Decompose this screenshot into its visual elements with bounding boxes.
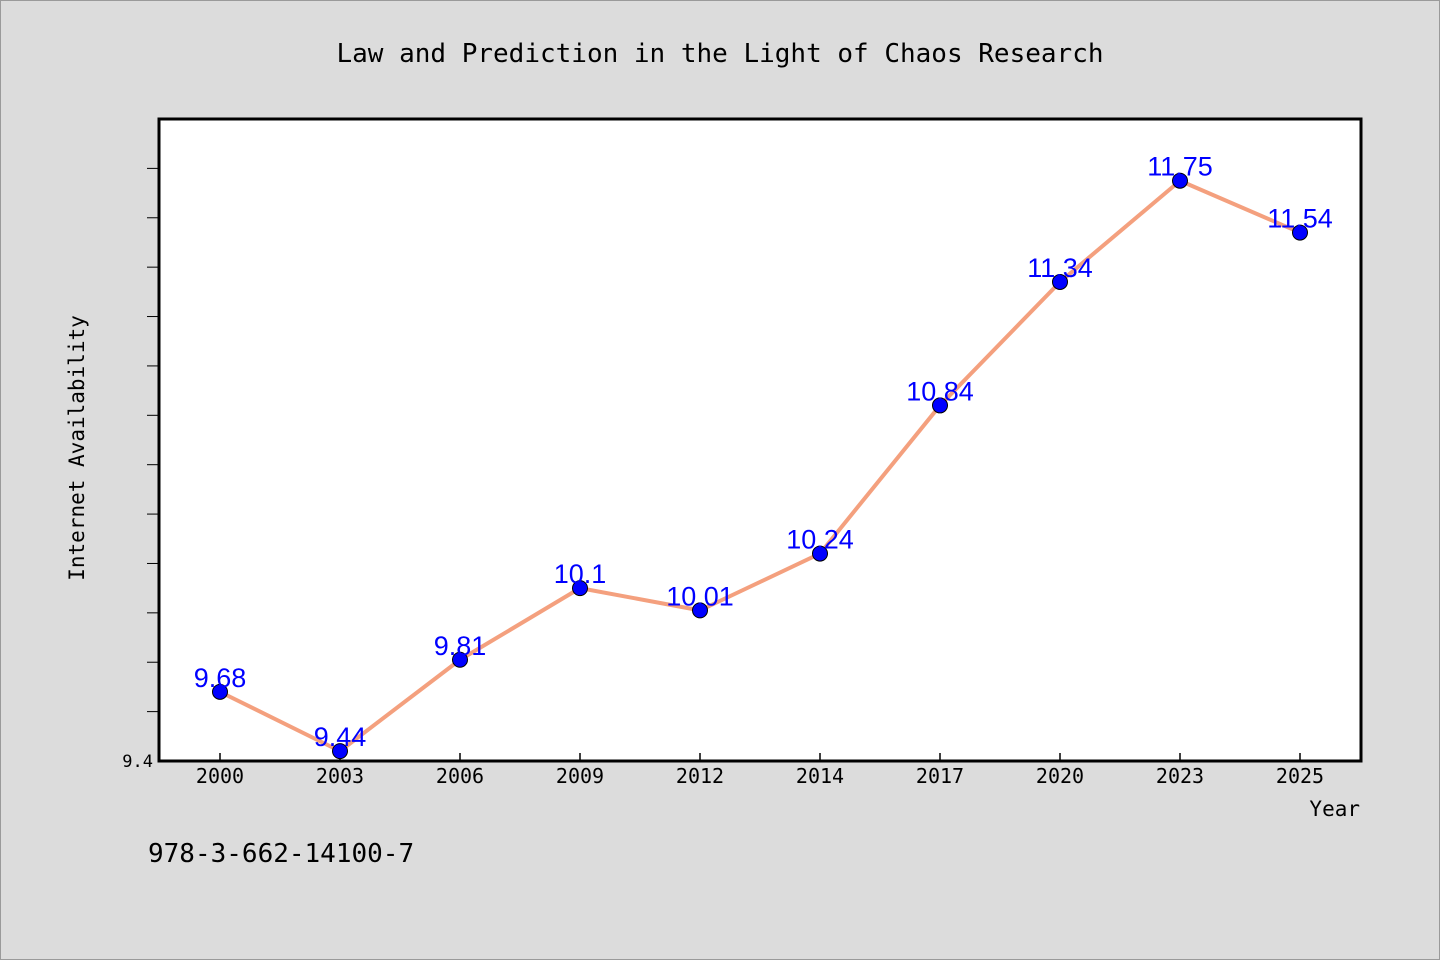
data-label: 10.01 [666,581,734,611]
x-tick-label: 2012 [676,764,724,788]
x-tick-label: 2023 [1156,764,1204,788]
x-axis-ticks: 2000 2003 2006 2009 2012 2014 2017 2020 2023 2025 [196,753,1324,788]
chart-title: Law and Prediction in the Light of Chaos… [336,39,1103,69]
data-label: 9.68 [194,663,247,693]
x-axis-label: Year [1309,797,1360,821]
data-label: 11.75 [1147,152,1213,182]
x-tick-label: 2025 [1276,764,1324,788]
series-line [219,178,1301,754]
y-tick-label: 9.4 [122,752,153,772]
y-axis-label: Internet Availability [65,315,89,581]
data-labels-layer: 9.68 9.44 9.81 10.1 10.01 10.24 10.84 11.34 11.7… [194,152,1333,752]
x-tick-label: 2020 [1036,764,1084,788]
data-label: 10.24 [786,525,854,555]
data-label: 10.84 [906,376,974,406]
x-tick-label: 2003 [316,764,364,788]
data-label: 11.54 [1267,204,1333,234]
data-point [332,743,348,760]
data-label: 9.44 [314,722,367,752]
plot-area [157,117,1363,763]
x-tick-label: 2017 [916,764,964,788]
data-label: 9.81 [434,631,487,661]
data-point [212,683,228,700]
data-point [932,397,948,414]
data-label: 11.34 [1027,253,1093,283]
x-tick-label: 2009 [556,764,604,788]
data-point [1172,172,1188,189]
data-point [572,580,588,597]
x-tick-label: 2014 [796,764,844,788]
series-layer [212,172,1308,760]
x-tick-label: 2000 [196,764,244,788]
data-point [1292,224,1308,241]
isbn-footnote: 978-3-662-14100-7 [148,839,414,869]
data-point [692,602,708,619]
y-axis-ticks: 9.4 [122,167,159,772]
x-tick-label: 2006 [436,764,484,788]
data-point [812,545,828,562]
data-point [1052,273,1068,290]
data-point [452,651,468,668]
data-label: 10.1 [554,559,607,589]
